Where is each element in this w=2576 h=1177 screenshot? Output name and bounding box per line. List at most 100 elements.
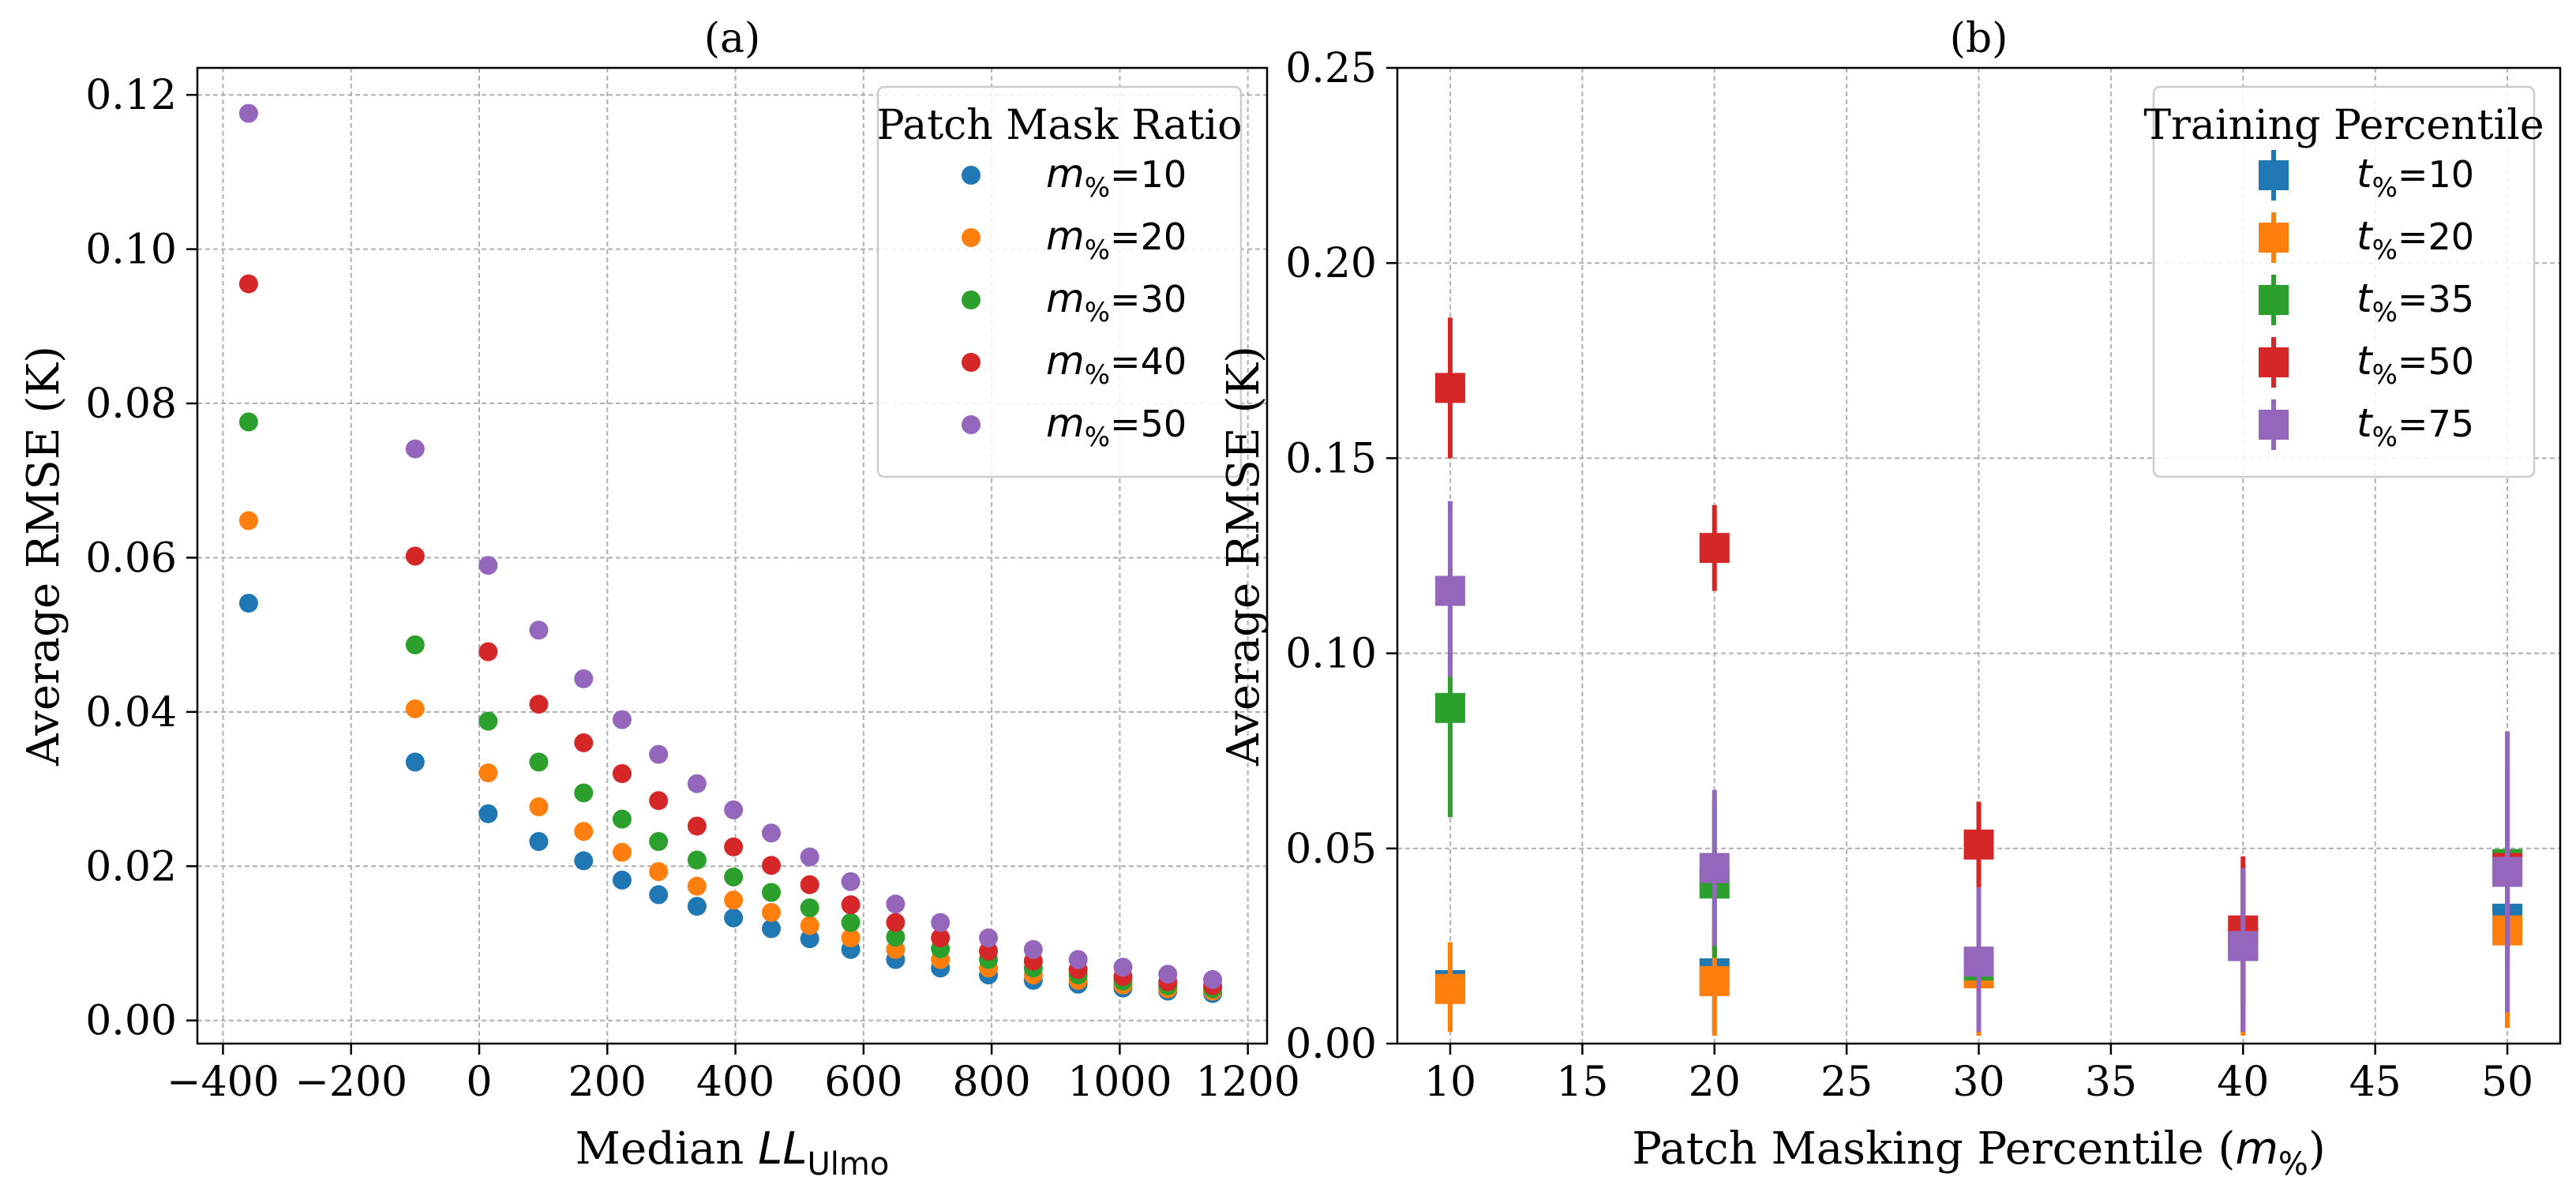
data-point	[238, 511, 258, 530]
legend-label-symbol: t	[2357, 276, 2374, 321]
legend-label: m%=20	[1046, 213, 1187, 266]
legend-label: t%=10	[2357, 151, 2474, 204]
x-label-subscript: %	[2278, 1146, 2308, 1177]
y-tick-label: 0.02	[85, 843, 177, 890]
series-t%=75	[1434, 500, 2523, 1033]
data-point	[649, 885, 669, 905]
legend-label-symbol: t	[2357, 400, 2374, 446]
legend-label-symbol: t	[2357, 213, 2374, 259]
data-marker	[1699, 533, 1730, 564]
y-tick-label: 0.00	[85, 998, 177, 1045]
data-point	[649, 832, 669, 852]
legend-label: t%=20	[2357, 213, 2474, 266]
data-marker	[1699, 965, 1730, 996]
data-marks	[1434, 317, 2523, 1036]
axes-frame	[196, 66, 1269, 1045]
x-tick-label: 800	[952, 1059, 1030, 1106]
y-tick-label: 0.08	[85, 380, 177, 428]
legend-item: t%=50	[2259, 337, 2474, 391]
legend-label-value: =10	[2398, 153, 2474, 196]
y-tick-label: 0.04	[85, 689, 177, 737]
legend-marker	[962, 353, 981, 372]
data-marker	[1434, 973, 1465, 1004]
y-axis-label: Average RMSE (K)	[1218, 346, 1269, 767]
data-point	[724, 908, 744, 928]
data-point	[931, 928, 951, 948]
x-tick-label: 400	[696, 1059, 774, 1106]
series-m%=50	[238, 103, 1223, 989]
data-point	[649, 744, 669, 764]
legend-label-value: =50	[1110, 403, 1187, 445]
y-tick-label: 0.06	[85, 534, 177, 582]
data-marker	[1699, 853, 1730, 883]
legend-item: t%=75	[2259, 399, 2474, 453]
data-point	[405, 752, 425, 772]
ticks: −400 −200 0 200 400 600 800 1000 1200 0.00 0.02 0.0…	[85, 72, 1300, 1106]
legend-marker	[962, 291, 981, 309]
data-point	[574, 783, 594, 803]
data-point	[687, 850, 707, 870]
ticks: 10 15 20 25 30 35 40 45 50 0.00 0.05 0.10 0.15 0.20 0.…	[1285, 45, 2533, 1106]
chart-title: (b)	[1950, 15, 2008, 62]
data-point	[612, 710, 632, 729]
x-tick-label: 1000	[1067, 1059, 1172, 1106]
data-point	[761, 856, 781, 875]
data-marker	[1434, 373, 1465, 403]
data-point	[649, 791, 669, 811]
data-point	[574, 733, 594, 752]
data-point	[238, 103, 258, 123]
data-point	[649, 862, 669, 882]
x-label-variable: LL	[758, 1123, 807, 1175]
legend-label-symbol: m	[1046, 151, 1085, 197]
data-marker	[1963, 946, 1994, 977]
data-point	[238, 594, 258, 613]
x-tick-label: 35	[2085, 1059, 2137, 1106]
legend-label-value: =20	[2398, 216, 2474, 258]
legend-item: m%=50	[962, 400, 1187, 453]
data-point	[687, 774, 707, 793]
legend-marker	[2259, 160, 2289, 190]
data-marks	[238, 103, 1223, 1003]
data-marker	[1434, 575, 1465, 606]
data-point	[478, 556, 498, 575]
data-point	[800, 898, 819, 918]
legend-label-symbol: m	[1046, 276, 1085, 321]
data-point	[687, 897, 707, 916]
data-point	[612, 842, 632, 862]
data-point	[478, 711, 498, 731]
legend-label-value: =35	[2398, 278, 2474, 320]
x-tick-label: −400	[167, 1059, 279, 1106]
legend-marker	[2259, 285, 2289, 315]
data-point	[612, 809, 632, 829]
data-point	[761, 919, 781, 939]
data-point	[800, 929, 819, 949]
data-point	[574, 822, 594, 842]
legend-marker	[2259, 223, 2289, 253]
x-label-prefix: Patch Masking Percentile (	[1632, 1123, 2235, 1175]
data-marker	[2492, 857, 2523, 887]
legend-marker	[2259, 410, 2289, 440]
data-point	[405, 546, 425, 566]
data-point	[574, 669, 594, 688]
x-tick-label: 30	[1952, 1059, 2004, 1106]
x-tick-label: 40	[2217, 1059, 2269, 1106]
x-tick-label: 0	[466, 1059, 492, 1106]
legend-label-value: =50	[2398, 340, 2474, 383]
data-point	[405, 699, 425, 718]
data-point	[724, 890, 744, 910]
y-tick-label: 0.25	[1285, 45, 1377, 92]
data-point	[800, 847, 819, 867]
chart-title: (a)	[704, 15, 761, 62]
data-point	[761, 823, 781, 843]
data-point	[979, 928, 999, 948]
legend-label-symbol: t	[2357, 338, 2374, 384]
legend-label-subscript: %	[1085, 359, 1110, 391]
data-point	[529, 752, 549, 772]
data-point	[841, 872, 861, 891]
series-m%=30	[238, 412, 1223, 999]
legend-item: m%=10	[962, 151, 1187, 204]
legend: Patch Mask Ratiom%=10m%=20m%=30m%=40m%=5…	[877, 85, 1242, 478]
legend-label-symbol: t	[2357, 151, 2374, 197]
y-axis-label: Average RMSE (K)	[18, 346, 69, 767]
